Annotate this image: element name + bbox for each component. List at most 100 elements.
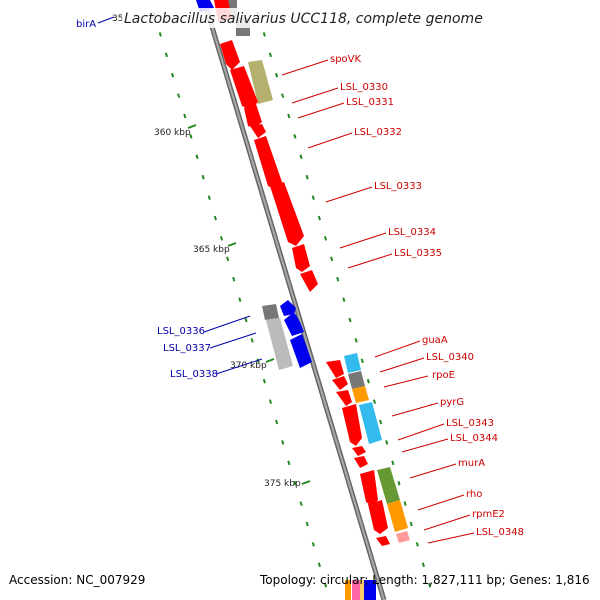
gene-label-LSL_0337: LSL_0337	[163, 343, 211, 354]
gc-dot	[391, 460, 395, 466]
cog-box	[248, 60, 273, 104]
gene-label-LSL_0332: LSL_0332	[354, 127, 402, 138]
gc-dot	[323, 236, 328, 241]
gc-dot	[281, 440, 285, 445]
gene-arrow	[284, 312, 304, 336]
gene-arrow	[376, 536, 390, 546]
cog-box	[345, 580, 351, 600]
gene-arrow	[342, 404, 362, 446]
gc-content-track	[152, 11, 432, 588]
gc-dot	[164, 52, 168, 58]
gene-label-rho: rho	[466, 489, 482, 500]
cog-box	[377, 467, 400, 504]
gc-dot	[311, 195, 315, 200]
gc-dot	[189, 134, 193, 139]
gene-label-guaA: guaA	[422, 335, 448, 346]
cog-box	[387, 500, 408, 532]
gene-label-LSL_0333: LSL_0333	[374, 181, 422, 192]
gene-arrow	[364, 580, 376, 600]
gc-dot	[293, 134, 297, 139]
gc-dot	[342, 297, 346, 302]
gc-dot	[372, 399, 377, 404]
gc-dot	[226, 256, 230, 262]
gc-dot	[428, 582, 432, 588]
gc-dot	[366, 378, 370, 384]
gene-label-LSL_0334: LSL_0334	[388, 227, 436, 238]
gene-label-pyrG: pyrG	[440, 397, 464, 408]
gc-dot	[238, 297, 242, 302]
gene-arrow	[220, 40, 240, 70]
gene-arrow	[280, 300, 296, 316]
gc-dot	[330, 256, 334, 262]
gene-arrow	[326, 360, 344, 378]
gc-dot	[336, 276, 340, 282]
gene-label-rpmE2: rpmE2	[472, 509, 505, 520]
gene-arrow	[244, 104, 262, 128]
gene-label-LSL_0335: LSL_0335	[394, 248, 442, 259]
gc-dot	[158, 32, 162, 37]
gc-dot	[183, 113, 187, 119]
gc-dot	[244, 317, 248, 323]
gc-dot	[268, 399, 273, 404]
accession-text: Accession: NC_007929	[9, 573, 146, 587]
gc-dot	[348, 317, 352, 323]
gc-dot	[201, 174, 205, 180]
gene-label-LSL_0330: LSL_0330	[340, 82, 388, 93]
gc-dot	[232, 276, 236, 282]
gene-label-LSL_0344: LSL_0344	[450, 433, 498, 444]
gene-arrow	[300, 270, 318, 292]
tick-label-375kbp: 375 kbp	[264, 479, 301, 489]
cog-box	[352, 580, 360, 600]
cog-box	[352, 386, 369, 403]
gc-dot	[305, 174, 309, 180]
cog-box	[396, 531, 410, 543]
gc-dot	[281, 93, 285, 98]
gene-label-rpoE: rpoE	[432, 370, 455, 381]
gene-arrow	[368, 500, 388, 534]
gene-label-spoVK: spoVK	[330, 54, 362, 65]
genome-backbone	[201, 0, 387, 600]
gc-dot	[415, 542, 419, 547]
gene-label-murA: murA	[458, 458, 485, 469]
gc-dot	[305, 521, 309, 527]
gc-dot	[256, 358, 260, 364]
gene-arrow	[290, 334, 312, 368]
gene-label-LSL_0348: LSL_0348	[476, 527, 524, 538]
gene-arrow	[230, 66, 258, 110]
gene-label-LSL_0338: LSL_0338	[170, 369, 218, 380]
gene-arrow	[336, 390, 352, 406]
gene-arrow	[332, 376, 348, 390]
gc-dot	[385, 440, 389, 445]
gene-labels: birA spoVK LSL_0330 LSL_0331 LSL_0332 LS…	[76, 19, 524, 538]
gc-dot	[397, 480, 401, 486]
cog-box	[262, 304, 279, 320]
gc-dot	[409, 521, 413, 527]
gc-dot	[250, 338, 254, 343]
gene-arrow	[254, 136, 282, 190]
gc-dot	[403, 501, 407, 506]
cog-box	[360, 580, 366, 600]
gene-label-LSL_0336: LSL_0336	[157, 326, 205, 337]
gc-dot	[293, 480, 297, 486]
cog-box	[344, 353, 361, 373]
tick-label-365kbp: 365 kbp	[193, 245, 230, 255]
gene-label-birA: birA	[76, 19, 96, 30]
gc-dot	[287, 113, 291, 119]
gc-dot	[262, 32, 266, 37]
gc-dot	[207, 195, 211, 200]
gene-arrow	[360, 470, 378, 506]
genome-summary-text: Topology: circular; Length: 1,827,111 bp…	[260, 573, 590, 587]
gc-dot	[421, 562, 425, 568]
tick-label-360kbp: 360 kbp	[154, 128, 191, 138]
gc-dot	[213, 215, 217, 221]
cog-box	[348, 371, 365, 389]
gc-dot	[379, 419, 383, 425]
gene-arrow	[270, 182, 304, 246]
gc-dot	[171, 72, 175, 78]
gc-dot	[287, 460, 291, 466]
gc-dot	[275, 72, 279, 78]
cog-box	[359, 402, 382, 444]
gene-arrow	[352, 446, 366, 456]
gc-dot	[195, 154, 199, 160]
